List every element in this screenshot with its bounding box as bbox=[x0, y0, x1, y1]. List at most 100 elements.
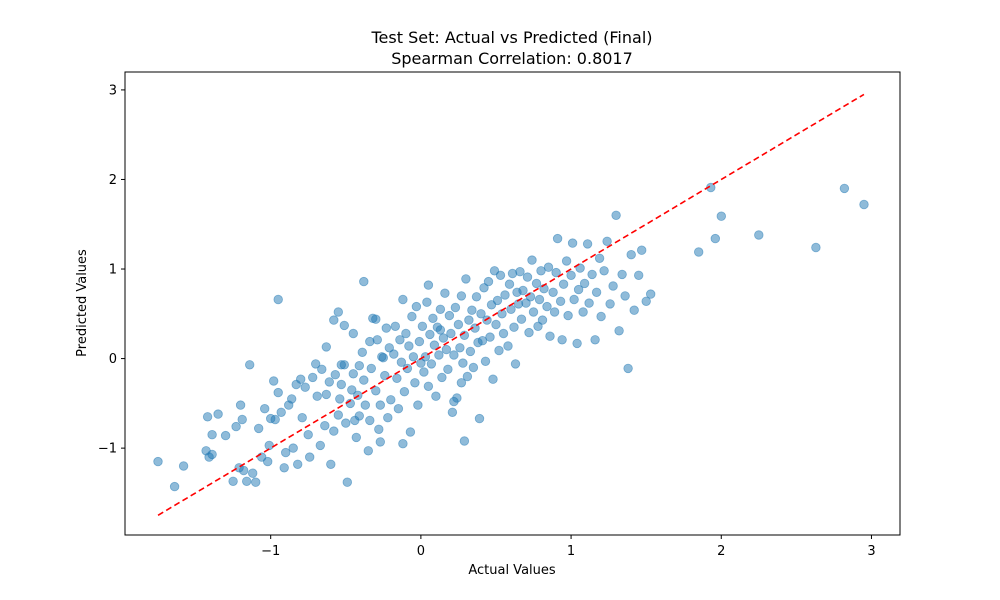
data-point bbox=[548, 287, 558, 298]
data-point bbox=[347, 385, 357, 395]
data-point bbox=[468, 362, 479, 373]
data-point bbox=[321, 389, 332, 400]
data-point bbox=[494, 345, 504, 356]
data-point bbox=[449, 396, 459, 407]
data-point bbox=[646, 289, 656, 299]
data-point bbox=[348, 369, 359, 379]
data-point bbox=[405, 427, 416, 437]
data-point bbox=[202, 412, 213, 422]
data-point bbox=[503, 341, 513, 351]
data-point bbox=[444, 310, 455, 321]
data-point bbox=[296, 374, 306, 384]
data-point bbox=[326, 459, 336, 470]
data-point bbox=[545, 331, 555, 341]
data-point bbox=[431, 391, 441, 401]
data-point bbox=[231, 421, 241, 432]
y-tick-label: 2 bbox=[109, 173, 117, 188]
data-point bbox=[393, 404, 404, 414]
data-point bbox=[504, 279, 515, 289]
data-point bbox=[320, 421, 330, 431]
data-point bbox=[579, 278, 590, 289]
data-point bbox=[315, 440, 326, 451]
data-point bbox=[410, 378, 420, 388]
data-point bbox=[591, 287, 602, 298]
data-point bbox=[335, 394, 345, 404]
data-point bbox=[333, 410, 344, 420]
data-point bbox=[339, 320, 350, 331]
data-point bbox=[348, 328, 359, 339]
data-point bbox=[273, 387, 283, 398]
data-point bbox=[637, 245, 647, 255]
data-point bbox=[608, 281, 618, 291]
data-point bbox=[398, 294, 408, 305]
data-point bbox=[333, 307, 344, 317]
data-point bbox=[425, 329, 435, 340]
data-point bbox=[380, 370, 390, 381]
y-tick-label: −1 bbox=[98, 442, 117, 457]
data-point bbox=[178, 461, 189, 471]
data-point bbox=[293, 459, 303, 470]
data-point bbox=[241, 476, 252, 487]
data-point bbox=[207, 430, 217, 440]
data-point bbox=[220, 430, 231, 441]
data-point bbox=[404, 341, 414, 351]
data-point bbox=[516, 314, 527, 324]
data-point bbox=[417, 321, 428, 332]
data-point bbox=[300, 382, 310, 392]
data-point bbox=[596, 311, 606, 322]
data-point bbox=[359, 375, 369, 385]
data-point bbox=[458, 358, 468, 368]
data-point bbox=[599, 266, 609, 276]
data-point bbox=[423, 280, 434, 290]
data-point bbox=[288, 443, 298, 453]
data-point bbox=[305, 452, 315, 462]
data-point bbox=[543, 262, 554, 272]
data-point bbox=[498, 328, 509, 339]
y-axis: −1 0 1 2 3 bbox=[98, 83, 125, 457]
data-point bbox=[480, 356, 491, 367]
data-point bbox=[492, 295, 503, 306]
data-point bbox=[594, 253, 605, 263]
data-point bbox=[620, 291, 630, 301]
data-point bbox=[254, 423, 264, 434]
data-point bbox=[413, 400, 423, 410]
data-point bbox=[342, 477, 353, 487]
x-axis-label: Actual Values bbox=[468, 563, 556, 578]
data-point bbox=[859, 199, 869, 210]
data-point bbox=[273, 294, 283, 305]
data-point bbox=[279, 463, 289, 473]
y-tick-label: 1 bbox=[109, 263, 117, 278]
plot-frame bbox=[124, 71, 901, 536]
data-point bbox=[572, 338, 582, 349]
data-point bbox=[811, 242, 821, 253]
data-point bbox=[555, 296, 566, 307]
data-point bbox=[390, 321, 401, 332]
data-point bbox=[626, 249, 636, 260]
data-point bbox=[462, 371, 473, 382]
data-point bbox=[471, 292, 482, 302]
data-point bbox=[552, 233, 563, 244]
data-point bbox=[440, 288, 450, 298]
data-point bbox=[446, 328, 456, 339]
data-point bbox=[434, 350, 444, 360]
data-point bbox=[317, 364, 327, 375]
data-point bbox=[602, 236, 612, 247]
data-point bbox=[428, 313, 438, 324]
data-point bbox=[461, 274, 471, 284]
data-point bbox=[423, 381, 434, 392]
data-point bbox=[477, 336, 488, 346]
data-point bbox=[435, 325, 446, 335]
chart-subtitle: Spearman Correlation: 0.8017 bbox=[391, 49, 633, 68]
data-point bbox=[435, 304, 446, 315]
data-point bbox=[614, 326, 624, 336]
data-point bbox=[392, 373, 402, 384]
data-point bbox=[321, 342, 332, 352]
data-point bbox=[244, 360, 255, 370]
data-point bbox=[563, 310, 573, 321]
data-point bbox=[528, 307, 539, 317]
data-point bbox=[464, 315, 474, 325]
data-point bbox=[558, 279, 569, 289]
data-point bbox=[447, 407, 458, 418]
data-point bbox=[521, 298, 531, 308]
data-point bbox=[269, 376, 279, 386]
